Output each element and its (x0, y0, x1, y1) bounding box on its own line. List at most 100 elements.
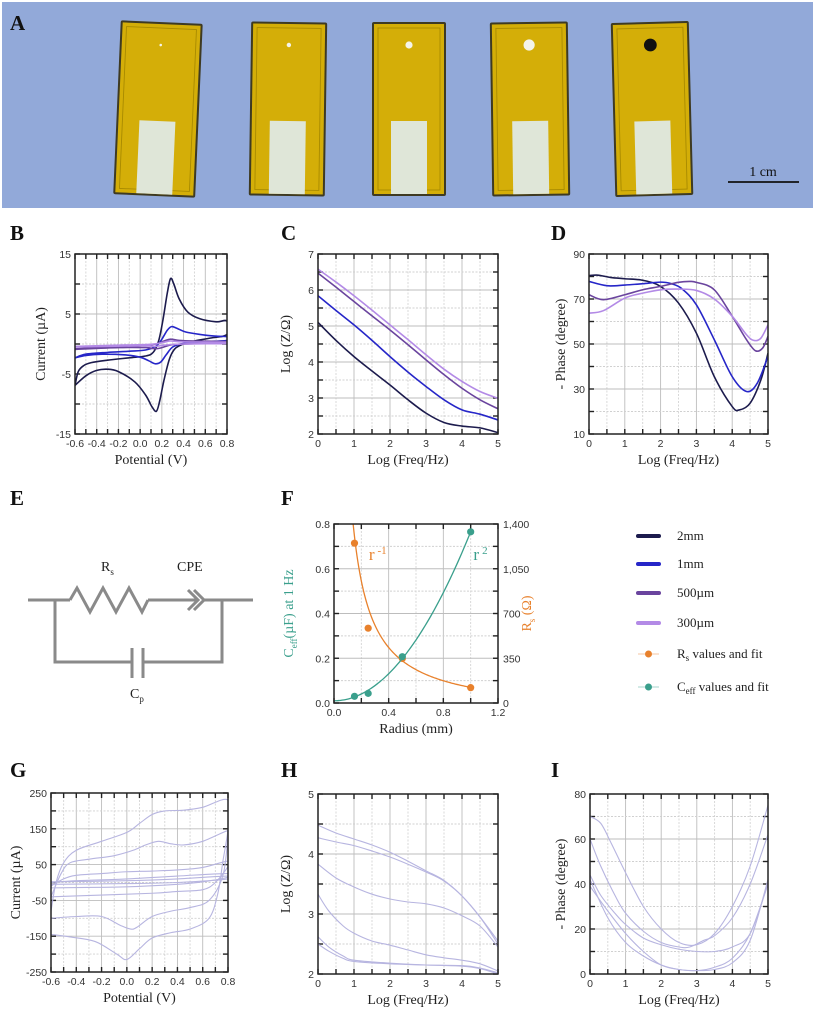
x-axis-label: Potential (V) (103, 991, 176, 1006)
series-line-300µm (589, 288, 768, 342)
data-point-rs-values-and-fit (350, 539, 359, 547)
electrode-strip (610, 21, 694, 197)
x-tick-label: 0.8 (436, 707, 451, 719)
plot-frame (333, 523, 499, 704)
electrode-strips (113, 20, 694, 198)
series-group (318, 824, 498, 974)
legend-label-main: C (677, 679, 686, 694)
x-tick-label: 1 (351, 438, 357, 450)
chart-h: H 0 1 2 3 4 5 2 3 4 5 Log (Freq/Hz) Log (Z/Ω) (279, 758, 501, 1008)
x-tick-label: 2 (387, 438, 393, 450)
y-tick-label: 7 (308, 249, 314, 261)
x-tick-label: 1.2 (491, 707, 506, 719)
x-tick-label: 4 (729, 978, 735, 990)
x-tick-label: 5 (495, 438, 501, 450)
legend-label: 500µm (677, 585, 714, 600)
legend-label: Rs values and fit (677, 646, 763, 663)
chart-d: D 0 1 2 3 4 5 10 30 50 70 90 Log (Freq/Hz) - Phase (d… (551, 221, 771, 468)
y-tick-label: -150 (26, 931, 47, 943)
series-line-trace-2 (318, 837, 498, 945)
x-tick-label: 5 (495, 978, 501, 990)
series-line-trace-2 (51, 830, 228, 930)
electrode-opening (523, 39, 535, 51)
y-tick-label: -5 (62, 369, 71, 381)
annotation-base: r (473, 545, 479, 564)
y-right-tick-label: 1,050 (503, 564, 529, 576)
x-tick-label: 3 (693, 438, 699, 450)
y-tick-label: 90 (573, 249, 585, 261)
charts: B-0.6 -0.4 -0.2 0.0 0.2 0.4 0.6 0.8-15-5515Pote… (9, 221, 771, 1008)
x-tick-label: 3 (694, 978, 700, 990)
x-tick-label: -0.6 (42, 976, 60, 988)
y-axis-label: Current (µA) (34, 307, 49, 381)
label-rs-sub: s (110, 567, 114, 577)
x-tick-label: 0 (586, 438, 592, 450)
x-tick-label: 2 (387, 978, 393, 990)
x-tick-label: 0 (315, 438, 321, 450)
x-tick-label: 0.0 (133, 438, 148, 450)
x-axis-label: Potential (V) (115, 453, 188, 468)
panel-e-circuit: E Rs CPE Cp (10, 486, 253, 704)
y-right-tick-label: 350 (503, 653, 521, 665)
y-axis-label-left: Ceff(µF) at 1 Hz (282, 569, 299, 657)
legend-label: 300µm (677, 615, 714, 630)
electrode-opening (643, 38, 657, 52)
y-tick-label: 40 (574, 879, 586, 891)
axis-label-sub: s (527, 618, 537, 622)
series-line-trace-5 (590, 883, 768, 972)
label-cpe: CPE (177, 560, 203, 575)
x-tick-label: 3 (423, 978, 429, 990)
y-tick-label: 70 (573, 294, 585, 306)
series-group (334, 524, 475, 702)
series-line-trace-2 (590, 834, 768, 949)
x-tick-label: 1 (351, 978, 357, 990)
grid (318, 254, 498, 434)
legend-label: 1mm (677, 556, 704, 571)
y-tick-label: 4 (308, 357, 314, 369)
plot-frame (317, 253, 499, 435)
y-tick-label: 5 (308, 321, 314, 333)
chart-f: F 0.0 0.4 0.8 1.2 0.0 0.2 0.4 0.6 0.8 0 350 700 1,050… (281, 486, 537, 737)
x-tick-label: 0.0 (327, 707, 342, 719)
scale-bar-label: 1 cm (749, 165, 777, 180)
legend-label-rest: values and fit (696, 679, 770, 694)
series-group (318, 268, 498, 434)
x-tick-label: 1 (623, 978, 629, 990)
electrode-opening (159, 43, 163, 47)
x-tick-label: 2 (658, 438, 664, 450)
y-axis-label: Log (Z/Ω) (279, 855, 294, 914)
y-tick-label: 0.8 (315, 519, 330, 531)
plot-frame (588, 253, 769, 435)
plot-frame (589, 793, 769, 975)
y-tick-label: 15 (59, 249, 71, 261)
y-right-tick-label: 1,400 (503, 519, 529, 531)
grid (590, 794, 768, 974)
x-tick-label: 0 (587, 978, 593, 990)
label-rs-main: R (101, 560, 111, 575)
legend-item: 1mm (636, 556, 704, 571)
y-tick-label: -250 (26, 967, 47, 979)
grid (51, 793, 228, 972)
y-right-tick-label: 700 (503, 609, 521, 621)
data-point-ceff-values-and-fit (467, 528, 475, 536)
x-tick-label: 0.2 (155, 438, 170, 450)
legend-item: 2mm (636, 528, 704, 543)
grid (75, 254, 227, 434)
panel-label-a: A (10, 11, 26, 35)
x-tick-label: -0.2 (93, 976, 111, 988)
contact-pad (634, 120, 673, 195)
chart-c: C 0 1 2 3 4 5 2 3 4 5 6 7 Log (Freq/Hz) Log (Z/Ω) (279, 221, 501, 468)
legend-label-main: 2mm (677, 528, 704, 543)
x-axis-label: Log (Freq/Hz) (367, 993, 449, 1008)
chart-b: B -0.6 -0.4 -0.2 0.0 0.2 0.4 0.6 0.8 -15 -5 5 15 Pote… (10, 221, 234, 468)
series-group (590, 805, 768, 972)
contact-pad (512, 120, 550, 195)
y-tick-label: 2 (308, 969, 314, 981)
annotation-exponent: 2 (482, 545, 488, 557)
x-tick-label: 5 (765, 978, 771, 990)
series-line-300µm (75, 340, 227, 348)
x-axis-label: Log (Freq/Hz) (638, 993, 720, 1008)
y-tick-label: 3 (308, 909, 314, 921)
